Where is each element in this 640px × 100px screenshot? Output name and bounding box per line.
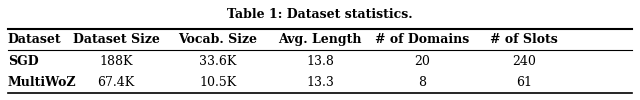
Text: 240: 240 <box>512 55 536 68</box>
Text: SGD: SGD <box>8 55 38 68</box>
Text: 13.3: 13.3 <box>306 76 334 89</box>
Text: # of Domains: # of Domains <box>375 33 469 46</box>
Text: 10.5K: 10.5K <box>200 76 237 89</box>
Text: Table 1: Dataset statistics.: Table 1: Dataset statistics. <box>227 8 413 21</box>
Text: 61: 61 <box>516 76 532 89</box>
Text: 8: 8 <box>418 76 426 89</box>
Text: Vocab. Size: Vocab. Size <box>179 33 257 46</box>
Text: 33.6K: 33.6K <box>199 55 237 68</box>
Text: # of Slots: # of Slots <box>490 33 558 46</box>
Text: 188K: 188K <box>99 55 133 68</box>
Text: 67.4K: 67.4K <box>97 76 134 89</box>
Text: 20: 20 <box>414 55 430 68</box>
Text: Avg. Length: Avg. Length <box>278 33 362 46</box>
Text: Dataset: Dataset <box>8 33 61 46</box>
Text: MultiWoZ: MultiWoZ <box>8 76 76 89</box>
Text: 13.8: 13.8 <box>306 55 334 68</box>
Text: Dataset Size: Dataset Size <box>73 33 159 46</box>
